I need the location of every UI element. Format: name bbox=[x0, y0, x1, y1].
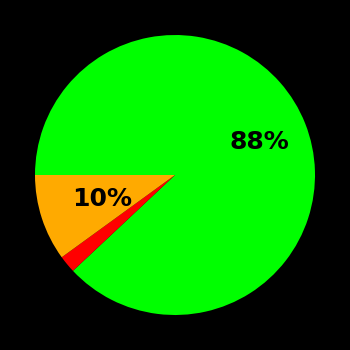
Wedge shape bbox=[35, 175, 175, 257]
Wedge shape bbox=[62, 175, 175, 271]
Text: 10%: 10% bbox=[72, 187, 132, 211]
Text: 88%: 88% bbox=[230, 130, 289, 154]
Wedge shape bbox=[35, 35, 315, 315]
